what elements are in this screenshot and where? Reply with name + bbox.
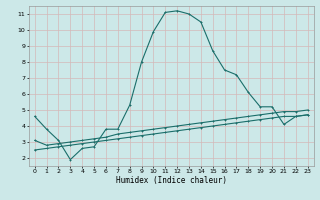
X-axis label: Humidex (Indice chaleur): Humidex (Indice chaleur) bbox=[116, 176, 227, 185]
